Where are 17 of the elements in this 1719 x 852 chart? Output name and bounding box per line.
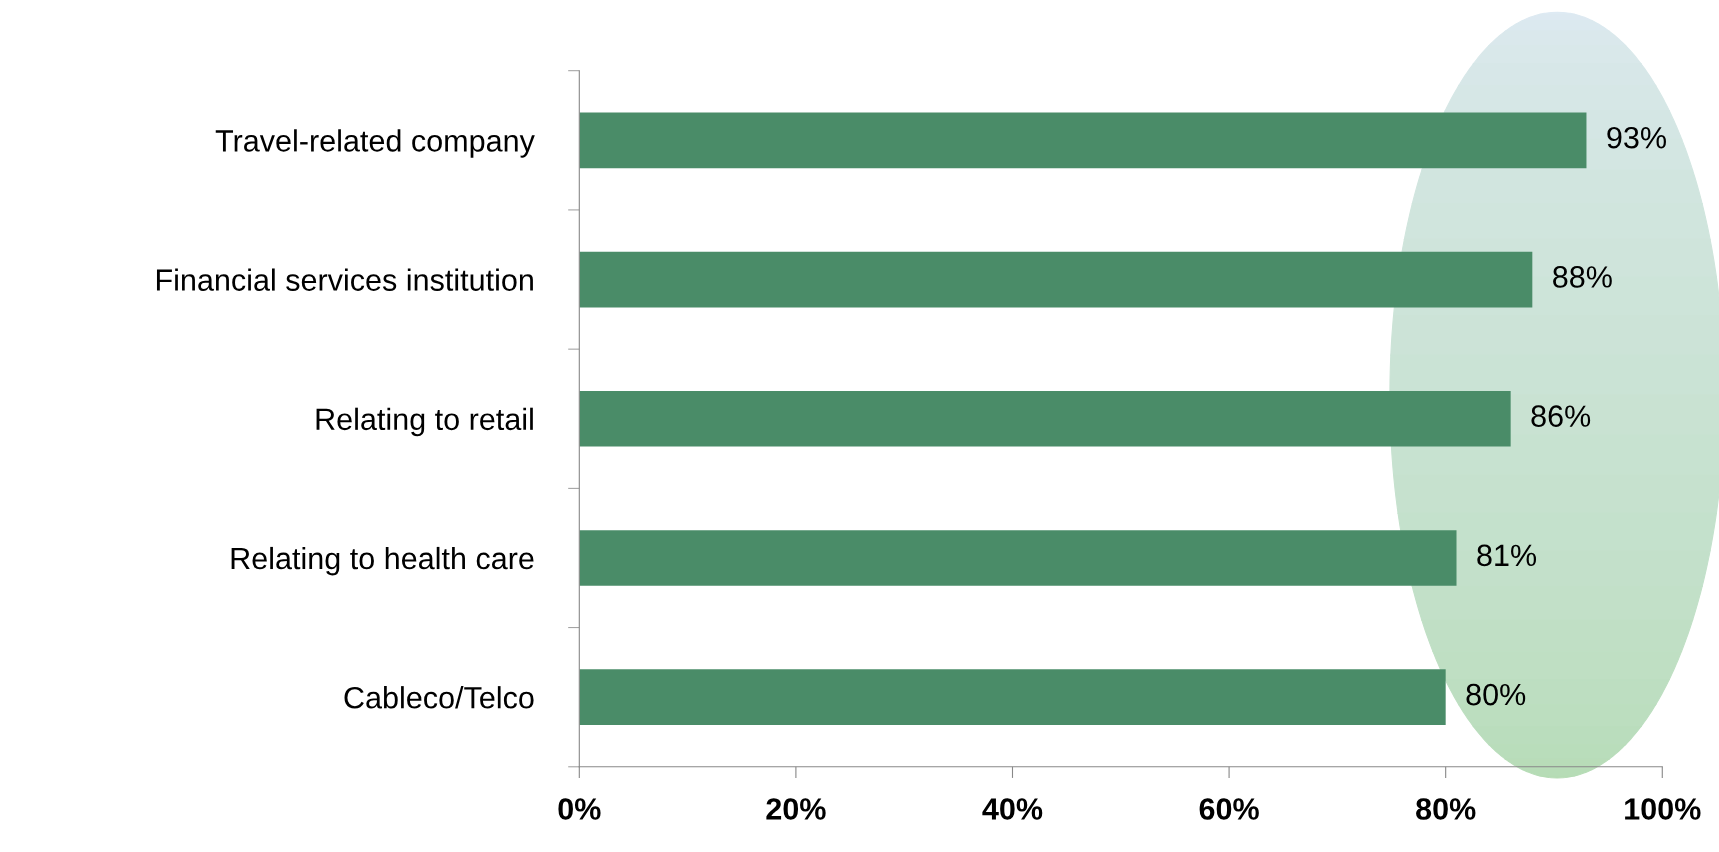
y-tick-label: Cableco/Telco: [344, 686, 534, 709]
y-tick-label: Relating to health care: [231, 546, 534, 576]
data-label: 86%: [1531, 405, 1591, 427]
y-tick-label: Relating to retail: [316, 407, 533, 437]
y-tick-label: Travel-related company: [215, 129, 535, 158]
bar: [579, 669, 1446, 726]
data-label: 88%: [1553, 266, 1612, 288]
x-tick-label: 60%: [1199, 798, 1259, 820]
data-label: 81%: [1477, 544, 1537, 567]
x-tick-label: 40%: [982, 798, 1043, 820]
data-label: 93%: [1607, 126, 1666, 149]
x-tick-label: 80%: [1416, 798, 1476, 820]
x-tick-label: 0%: [558, 798, 601, 820]
x-tick-label: 20%: [766, 798, 826, 820]
x-tick-label: 100%: [1625, 798, 1701, 820]
data-label: 80%: [1466, 683, 1526, 706]
y-tick-label: Financial services institution: [156, 268, 533, 291]
